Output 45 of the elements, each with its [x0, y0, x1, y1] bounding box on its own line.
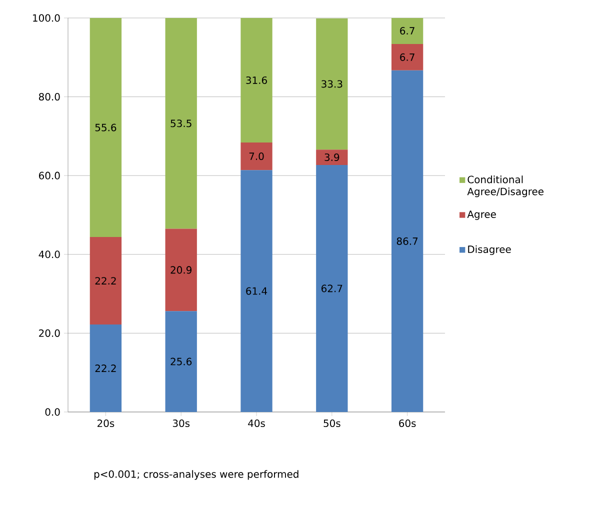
data-label: 53.5	[170, 120, 192, 128]
x-tick-label: 20s	[98, 419, 114, 428]
data-label: 7.0	[249, 152, 264, 160]
legend-label: Agree	[467, 210, 496, 220]
bar	[240, 170, 272, 412]
data-label: 6.7	[400, 53, 414, 61]
y-tick-label: 0.0	[45, 408, 60, 416]
legend-label: Disagree	[468, 245, 511, 255]
data-label: 86.7	[396, 237, 418, 245]
bar	[240, 142, 272, 170]
bar	[391, 70, 424, 412]
data-label: 6.7	[400, 27, 414, 35]
data-label: 25.6	[170, 358, 192, 366]
bar	[90, 324, 122, 412]
text: p<0.001; cross-analyses were performed	[94, 470, 298, 480]
y-tick-label: 20.0	[39, 329, 60, 337]
x-tick-label: 50s	[324, 419, 340, 428]
y-tick-label: 40.0	[38, 250, 60, 258]
x-tick-label: 30s	[172, 419, 190, 428]
bar	[391, 44, 424, 70]
bar	[240, 18, 272, 142]
legend-label: Conditional Agree/Disagree	[467, 176, 544, 198]
x-tick-label: 40s	[248, 419, 265, 428]
y-tick-label: 60.0	[39, 172, 60, 180]
bar	[316, 150, 348, 165]
bar	[165, 228, 197, 312]
data-label: 62.7	[322, 284, 342, 292]
y-tick-label: 100.0	[33, 14, 60, 22]
data-label: 33.3	[322, 80, 342, 88]
data-label: 3.9	[324, 153, 340, 162]
data-label: 31.6	[246, 76, 267, 84]
bar	[165, 18, 197, 229]
x-tick-label: 60s	[399, 419, 416, 428]
bar	[316, 164, 348, 412]
data-label: 55.6	[95, 124, 116, 132]
data-label: 20.9	[170, 266, 192, 274]
bar	[165, 311, 197, 412]
data-label: 61.4	[246, 287, 268, 295]
bar	[316, 18, 348, 150]
data-label: 22.2	[95, 277, 116, 284]
data-label: 22.2	[95, 364, 116, 372]
y-tick-label: 80.0	[38, 93, 60, 101]
bar	[391, 18, 424, 44]
bar	[90, 237, 122, 325]
bar	[90, 18, 122, 238]
